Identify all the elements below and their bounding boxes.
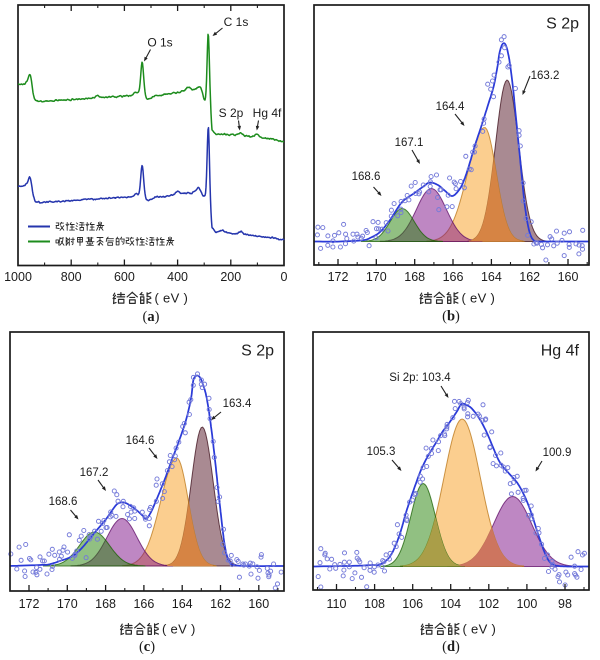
svg-text:Hg 4f: Hg 4f <box>541 343 580 360</box>
svg-text:166: 166 <box>133 597 154 611</box>
svg-text:S 2p: S 2p <box>546 16 579 33</box>
svg-text:C 1s: C 1s <box>224 15 249 29</box>
svg-text:163.2: 163.2 <box>531 70 560 82</box>
svg-text:Hg 4f: Hg 4f <box>253 106 282 120</box>
svg-text:168: 168 <box>404 270 425 284</box>
svg-text:( eV ): ( eV ) <box>462 291 496 306</box>
svg-text:170: 170 <box>366 270 387 284</box>
svg-text:200: 200 <box>220 270 241 284</box>
svg-text:162: 162 <box>210 597 231 611</box>
svg-text:400: 400 <box>167 270 188 284</box>
svg-text:108: 108 <box>364 597 385 611</box>
svg-text:164: 164 <box>172 597 193 611</box>
svg-text:168.6: 168.6 <box>49 496 78 508</box>
svg-text:105.3: 105.3 <box>367 446 396 458</box>
svg-text:162: 162 <box>519 270 540 284</box>
svg-text:Si 2p: 103.4: Si 2p: 103.4 <box>389 372 451 384</box>
svg-text:164.6: 164.6 <box>126 435 155 447</box>
svg-text:164: 164 <box>481 270 502 284</box>
svg-text:600: 600 <box>114 270 135 284</box>
svg-text:( eV ): ( eV ) <box>155 291 189 306</box>
svg-text:172: 172 <box>328 270 349 284</box>
svg-text:98: 98 <box>558 597 572 611</box>
svg-text:106: 106 <box>402 597 423 611</box>
svg-text:110: 110 <box>327 597 347 611</box>
svg-text:100: 100 <box>516 597 537 611</box>
svg-text:167.2: 167.2 <box>80 467 109 479</box>
svg-text:S 2p: S 2p <box>219 106 244 120</box>
svg-text:(a): (a) <box>143 309 160 325</box>
svg-text:(d): (d) <box>442 639 460 655</box>
svg-text:168.6: 168.6 <box>352 171 381 183</box>
svg-text:(b): (b) <box>442 309 460 325</box>
svg-text:O 1s: O 1s <box>147 36 172 50</box>
svg-text:S 2p: S 2p <box>241 343 274 360</box>
svg-text:167.1: 167.1 <box>395 137 424 149</box>
svg-text:163.4: 163.4 <box>223 398 252 410</box>
svg-text:168: 168 <box>95 597 116 611</box>
svg-text:0: 0 <box>281 270 288 284</box>
svg-text:( eV ): ( eV ) <box>463 622 497 637</box>
svg-text:172: 172 <box>19 597 40 611</box>
svg-text:(c): (c) <box>139 639 155 655</box>
svg-text:160: 160 <box>248 597 269 611</box>
svg-text:166: 166 <box>443 270 464 284</box>
svg-text:104: 104 <box>440 597 461 611</box>
svg-text:160: 160 <box>558 270 579 284</box>
svg-text:170: 170 <box>57 597 78 611</box>
svg-text:( eV ): ( eV ) <box>162 622 196 637</box>
svg-text:164.4: 164.4 <box>436 101 465 113</box>
svg-text:800: 800 <box>61 270 82 284</box>
svg-text:1000: 1000 <box>4 270 32 284</box>
svg-text:100.9: 100.9 <box>543 447 572 459</box>
svg-text:102: 102 <box>478 597 499 611</box>
